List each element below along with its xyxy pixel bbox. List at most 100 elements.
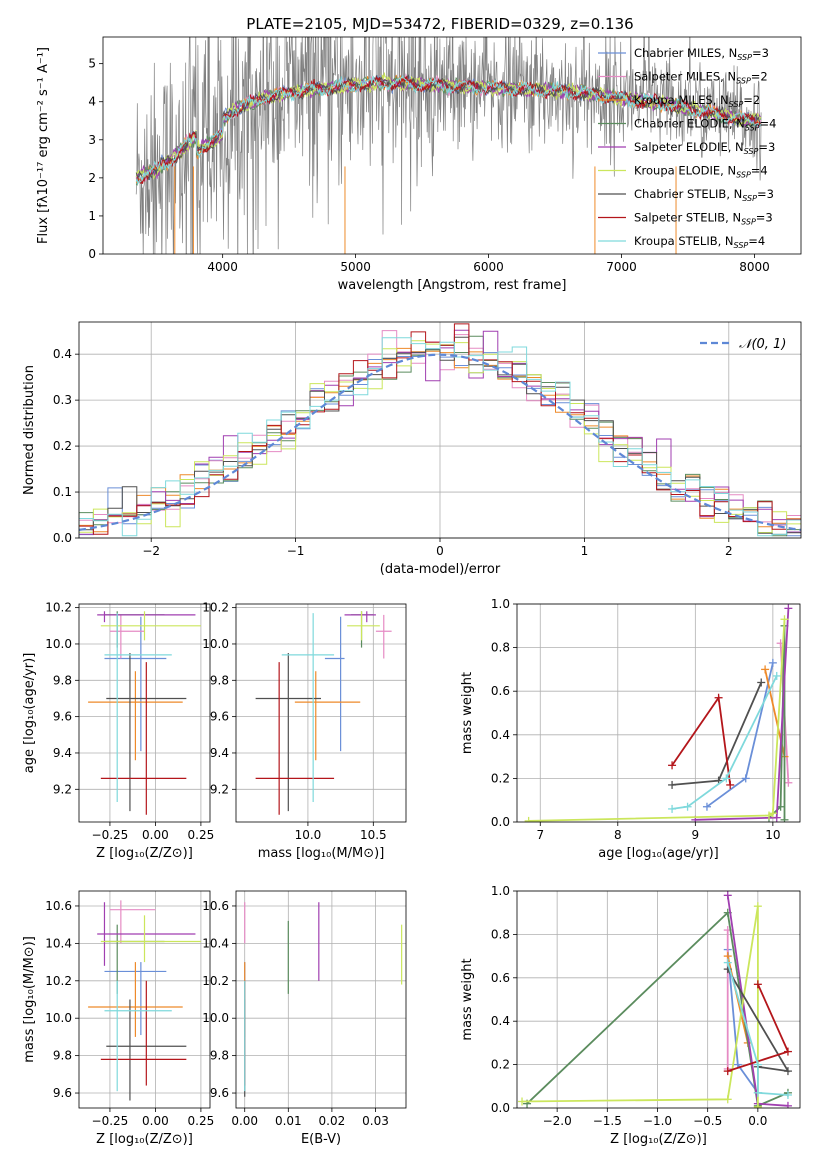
x-axis-label: age [log₁₀(age/yr)] [598,846,719,861]
x-tick-label: 0.02 [319,1114,346,1128]
plot-area [79,323,801,538]
plus-marker [772,813,781,822]
legend-entry: Kroupa STELIB, NSSP=4 [634,234,765,250]
plus-marker [783,1047,792,1056]
y-tick-label: 10.4 [202,936,229,950]
plus-marker [784,778,793,787]
plus-marker [757,678,766,687]
plus-marker [753,1060,762,1069]
plot-area [524,604,793,822]
y-tick-label: 0.4 [491,728,510,742]
x-tick-label: 4000 [207,260,238,274]
panel-mass-weight-vs-age: 7 8 9 10 0.0 0.2 0.4 0.6 0.8 1.0 age [log₁₀(age/yr… [460,597,801,861]
panel-mass-weight-vs-Z: −2.0 −1.5 −1.0 −0.5 0.0 0.0 0.2 0.4 0.6 0.8 1.0 Z [… [460,884,801,1147]
y-tick-label: 10.0 [45,637,72,651]
x-tick-label: 0.01 [275,1114,302,1128]
plus-marker [783,1067,792,1076]
y-tick-label: 0.2 [491,771,510,785]
y-tick-label: 0.4 [53,347,72,361]
x-tick-label: −0.25 [92,1114,129,1128]
y-axis-label: Normed distribution [22,365,37,495]
x-tick-label: 5000 [340,260,371,274]
legend-entry: Chabrier ELODIE, NSSP=4 [634,117,776,133]
y-tick-label: 9.2 [53,782,72,796]
plus-marker [723,891,732,900]
plus-marker [668,761,677,770]
y-tick-label: 10.0 [202,1011,229,1025]
y-axis-label: mass weight [460,672,475,754]
plus-marker [714,693,723,702]
x-tick-label: 0.00 [142,828,169,842]
x-tick-label: 0.00 [231,1114,258,1128]
plus-marker [723,1095,732,1104]
y-tick-label: 0.6 [491,971,510,985]
legend-entry: Kroupa MILES, NSSP=2 [634,93,760,109]
axes-frame [78,321,802,539]
x-tick-label: 6000 [473,260,504,274]
axes-frame [78,603,211,823]
plus-marker [683,802,692,811]
x-axis-label: mass [log₁₀(M/M⊙)] [258,846,385,861]
panel-age-vs-mass: 10.0 10.5 9.2 9.4 9.6 9.8 10.0 10.2 mass [log₁₀(… [202,601,407,861]
x-axis-label: (data-model)/error [380,562,501,577]
axes-frame [78,890,211,1109]
axes-frame [516,603,801,823]
plot-area [518,891,792,1108]
spectrum-legend: Chabrier MILES, NSSP=3 Salpeter MILES, NS… [598,46,776,250]
x-tick-label: 10.5 [360,828,387,842]
plus-marker [723,958,732,967]
legend-entry: Salpeter ELODIE, NSSP=3 [634,140,775,156]
y-tick-label: 10.6 [202,899,229,913]
y-axis-label: mass [log₁₀(M/M⊙)] [22,936,37,1063]
y-tick-label: 9.8 [53,1049,72,1063]
y-axis-label: age [log₁₀(age/yr)] [22,653,37,774]
panel-residual-histogram: −2 −1 0 1 2 0.0 0.1 0.2 0.3 0.4 (data-model)/error… [22,321,802,577]
x-tick-label: 1 [581,544,589,558]
y-tick-label: 10.4 [45,936,72,950]
panel-mass-vs-EBV: 0.00 0.01 0.02 0.03 9.6 9.8 10.0 10.2 10.4 10.6 E(… [202,890,407,1147]
panel-age-vs-Z: −0.25 0.00 0.25 9.2 9.4 9.6 9.8 10.0 10.2 Z [log₁… [22,601,214,861]
y-tick-label: 10.2 [45,974,72,988]
x-tick-label: 0.25 [188,828,215,842]
x-tick-label: −2 [142,544,160,558]
plus-marker [722,774,731,783]
y-tick-label: 0.0 [53,531,72,545]
x-tick-label: −2.0 [543,1114,572,1128]
plus-marker [518,1097,527,1106]
y-tick-label: 10.2 [202,974,229,988]
x-axis-label: wavelength [Angstrom, rest frame] [338,278,567,293]
legend-entry: Salpeter STELIB, NSSP=3 [634,211,773,227]
y-axis-label: mass weight [460,958,475,1040]
plus-marker [768,658,777,667]
plot-area [255,611,392,815]
plus-marker [780,615,789,624]
plot-area [244,902,403,1097]
x-axis-label: Z [log₁₀(Z/Z⊙)] [610,1132,707,1147]
plus-marker [753,1102,762,1108]
y-tick-label: 0.0 [491,815,510,829]
y-tick-label: 1.0 [491,597,510,611]
y-tick-label: 0.1 [53,485,72,499]
plus-marker [668,804,677,813]
x-tick-label: 7000 [606,260,637,274]
y-tick-label: 9.8 [53,673,72,687]
panel-spectrum: 4000 5000 6000 7000 8000 0 1 2 3 4 5 wavelength [An… [36,36,802,293]
mass-weight-series-line [526,910,789,1108]
legend-entry: 𝒩(0, 1) [739,337,786,352]
plus-marker [726,780,735,789]
plot-area [135,37,762,254]
figure-title: PLATE=2105, MJD=53472, FIBERID=0329, z=0… [246,15,633,33]
x-axis-label: E(B-V) [301,1132,341,1147]
plus-marker [753,902,762,911]
plus-marker [668,780,677,789]
y-tick-label: 0 [88,247,96,261]
legend-entry: Kroupa ELODIE, NSSP=4 [634,164,768,180]
x-tick-label: 0.25 [188,1114,215,1128]
plot-area [88,900,201,1101]
plus-marker [768,809,777,818]
x-axis-label: Z [log₁₀(Z/Z⊙)] [96,846,193,861]
y-tick-label: 9.6 [53,1086,72,1100]
y-tick-label: 9.2 [210,782,229,796]
axes-frame [516,890,801,1109]
axes-frame [102,36,802,255]
